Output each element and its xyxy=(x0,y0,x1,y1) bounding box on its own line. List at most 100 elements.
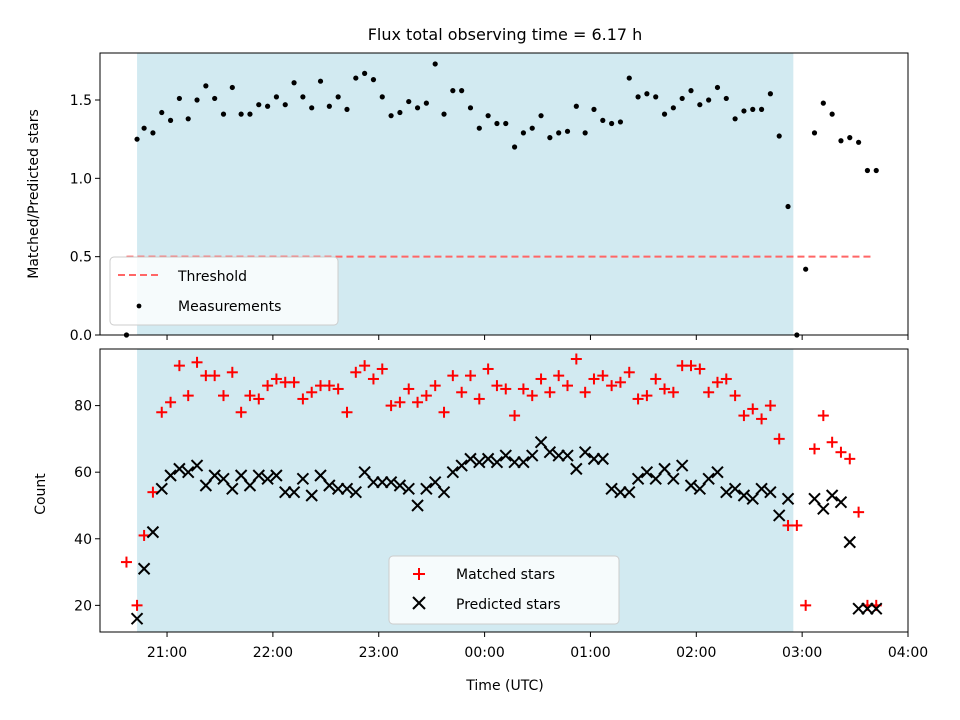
predicted-star-point xyxy=(834,495,848,509)
measurement-point xyxy=(194,97,200,103)
matched-star-point xyxy=(844,453,856,465)
measurement-point xyxy=(661,111,668,117)
measurement-point xyxy=(134,136,140,142)
top-x-axis-ticks xyxy=(166,335,909,340)
y-tick-label: 1.0 xyxy=(70,171,92,187)
measurement-point xyxy=(785,203,791,210)
predicted-star-point xyxy=(561,449,574,462)
predicted-star-point xyxy=(667,472,680,486)
measurement-point xyxy=(644,91,650,97)
measurement-point xyxy=(300,94,306,100)
predicted-star-point xyxy=(164,469,177,482)
matched-star-point xyxy=(800,599,812,611)
measurement-point xyxy=(582,130,588,136)
predicted-star-point xyxy=(843,535,856,549)
predicted-star-point xyxy=(481,452,495,466)
matched-star-point xyxy=(182,390,194,402)
predicted-star-point xyxy=(473,455,486,469)
predicted-star-point xyxy=(393,479,407,492)
predicted-star-point xyxy=(367,475,380,489)
predicted-star-point xyxy=(640,465,654,479)
measurement-point xyxy=(432,61,438,67)
x-tick-label: 04:00 xyxy=(888,645,928,661)
measurement-point xyxy=(397,109,403,116)
measurement-point xyxy=(635,94,641,100)
matched-star-point xyxy=(703,386,715,398)
predicted-star-point xyxy=(234,469,248,482)
measurement-point xyxy=(520,130,527,136)
measurement-point xyxy=(723,95,729,102)
predicted-star-point xyxy=(693,482,707,496)
matched-star-point xyxy=(764,400,776,412)
measurement-point xyxy=(538,113,544,119)
matched-star-point xyxy=(447,370,459,382)
predicted-legend-swatch xyxy=(412,596,426,610)
matched-star-point xyxy=(544,386,556,398)
matched-star-point xyxy=(491,380,503,392)
measurement-point xyxy=(820,100,826,106)
matched-star-point xyxy=(341,406,353,418)
predicted-star-point xyxy=(199,479,213,492)
measurement-point xyxy=(467,105,474,111)
predicted-star-point xyxy=(684,479,698,492)
top-measurement-points xyxy=(123,61,879,338)
measurement-point xyxy=(679,95,685,102)
matched-star-point xyxy=(473,393,485,405)
matched-star-point xyxy=(756,413,768,425)
measurement-point xyxy=(803,266,809,272)
matched-star-point xyxy=(209,370,221,382)
measurement-point xyxy=(564,128,571,134)
matched-star-point xyxy=(526,390,538,402)
matched-star-point xyxy=(235,406,247,418)
x-tick-label: 00:00 xyxy=(464,645,504,661)
measurement-point xyxy=(591,106,597,112)
predicted-star-point xyxy=(570,462,583,476)
matched-star-point xyxy=(773,433,785,445)
matched-star-point xyxy=(120,556,132,568)
measurement-point xyxy=(829,111,835,117)
bottom-y-axis-label: Count xyxy=(33,473,49,515)
measurement-point xyxy=(212,95,218,102)
predicted-star-point xyxy=(173,462,186,476)
y-tick-label: 20 xyxy=(74,598,92,614)
measurement-point xyxy=(423,100,429,106)
predicted-star-point xyxy=(376,475,389,489)
predicted-star-point xyxy=(852,602,865,615)
top-legend: Threshold Measurements xyxy=(109,256,339,326)
predicted-star-point xyxy=(340,482,354,496)
measurement-point xyxy=(494,120,500,127)
predicted-star-point xyxy=(817,502,830,516)
matched-star-point xyxy=(817,410,829,422)
matched-star-point xyxy=(509,410,521,422)
matched-star-point xyxy=(835,446,847,458)
predicted-star-point xyxy=(252,469,265,482)
matched-star-point xyxy=(720,373,732,385)
matched-star-point xyxy=(131,599,143,611)
matched-star-point xyxy=(535,373,547,385)
predicted-star-point xyxy=(446,465,460,479)
predicted-star-point xyxy=(323,479,336,492)
measurement-point xyxy=(459,88,465,94)
measurement-point xyxy=(291,80,297,86)
matched-star-point xyxy=(226,366,238,378)
bottom-x-axis-ticks: 21:00 22:00 23:00 00:00 01:00 02:00 03:00 04:00 xyxy=(147,632,928,661)
predicted-star-point xyxy=(861,602,874,615)
predicted-star-point xyxy=(781,492,795,506)
matched-star-point xyxy=(588,373,600,385)
predicted-star-point xyxy=(420,482,433,496)
measurement-point xyxy=(741,108,747,114)
measurements-legend-swatch xyxy=(136,303,142,309)
matched-star-point xyxy=(438,406,450,418)
top-y-axis-ticks: 0.0 0.5 1.0 1.5 xyxy=(70,93,100,344)
measurement-point xyxy=(556,130,562,136)
measurement-point xyxy=(335,94,341,100)
predicted-star-point xyxy=(623,485,636,499)
matched-star-point xyxy=(420,390,432,402)
bottom-panel: 20 40 60 80 21:00 22:00 23:00 00:00 01:00 02:00 0… xyxy=(33,348,928,694)
matched-star-point xyxy=(297,393,309,405)
measurement-point xyxy=(688,88,694,94)
matched-star-point xyxy=(614,376,626,388)
measurement-point xyxy=(167,117,174,123)
predicted-star-point xyxy=(402,482,415,496)
measurement-point xyxy=(229,84,235,91)
